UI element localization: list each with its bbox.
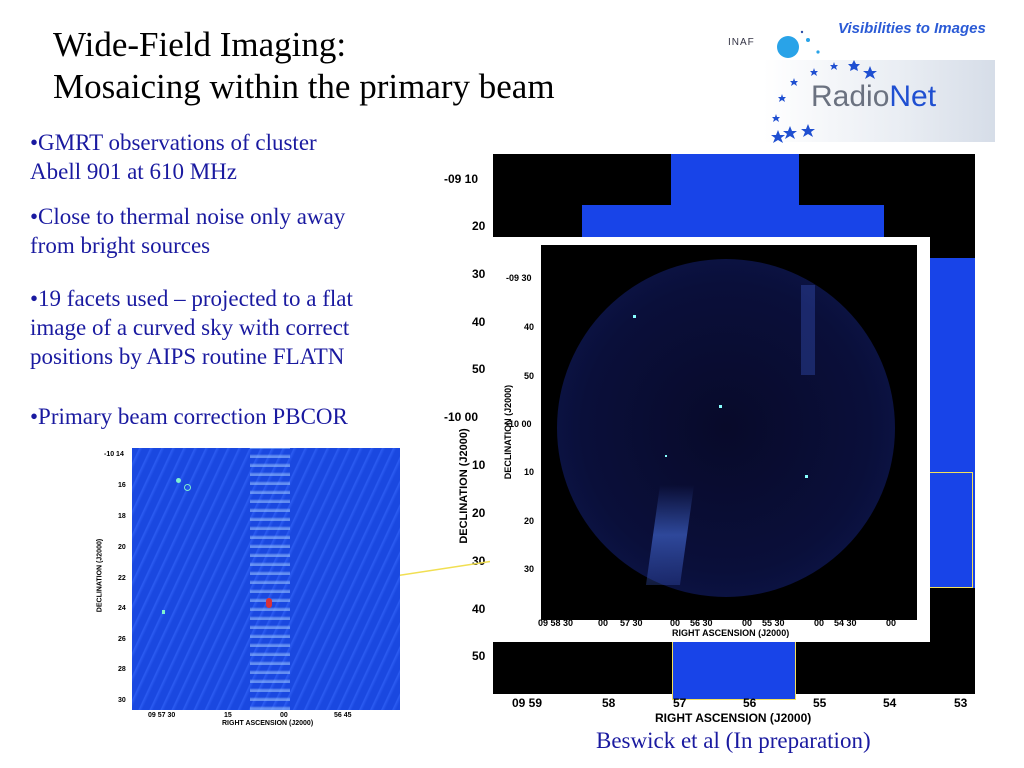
field-map-frame bbox=[541, 245, 917, 620]
field-map-ytick: 20 bbox=[524, 516, 535, 526]
bullet-4: •Primary beam correction PBCOR bbox=[30, 402, 348, 431]
large-map-ytick: 50 bbox=[472, 649, 486, 663]
field-map-xtick: 55 30 bbox=[762, 618, 785, 628]
zoom-map-frame bbox=[132, 448, 400, 710]
title-line-1: Wide-Field Imaging: bbox=[53, 25, 347, 64]
radionet-wordmark-b: Net bbox=[889, 80, 937, 113]
field-map-source bbox=[805, 475, 808, 478]
large-map-ytick: 20 bbox=[472, 219, 486, 233]
radionet-wordmark: RadioNet bbox=[811, 80, 936, 114]
large-map-upper-band bbox=[582, 205, 884, 241]
large-map-xtick: 54 bbox=[883, 696, 897, 710]
field-map-xtick: 54 30 bbox=[834, 618, 857, 628]
zoom-map-ytick: 18 bbox=[118, 513, 126, 520]
field-map-stripe bbox=[801, 285, 815, 375]
bullet-3-line-3: positions by AIPS routine FLATN bbox=[30, 344, 345, 369]
inaf-logo-text: INAF bbox=[728, 37, 755, 48]
zoom-map-source bbox=[162, 610, 165, 614]
field-map-xlabel: RIGHT ASCENSION (J2000) bbox=[672, 628, 790, 638]
slide-title: Wide-Field Imaging: Mosaicing within the… bbox=[53, 24, 555, 108]
zoom-map-source bbox=[184, 484, 191, 491]
bullet-2-line-2: from bright sources bbox=[30, 233, 211, 258]
large-map-ytick: 20 bbox=[472, 506, 486, 520]
field-map-xtick: 57 30 bbox=[620, 618, 643, 628]
field-map-xtick: 09 58 30 bbox=[538, 618, 574, 628]
zoom-map-source bbox=[176, 478, 181, 483]
field-map-ytick: 30 bbox=[524, 564, 535, 574]
large-map-top-facet bbox=[671, 154, 799, 208]
field-map-disc bbox=[557, 259, 895, 597]
large-map-xtick: 53 bbox=[954, 696, 968, 710]
large-map-xtick: 56 bbox=[743, 696, 757, 710]
zoom-map-jet bbox=[250, 448, 290, 710]
field-map-source bbox=[719, 405, 722, 408]
bullet-3-line-2: image of a curved sky with correct bbox=[30, 315, 350, 340]
zoom-map-ytick: 28 bbox=[118, 666, 126, 673]
zoom-map-xlabel: RIGHT ASCENSION (J2000) bbox=[222, 720, 314, 727]
large-map-ytick: 30 bbox=[472, 267, 486, 281]
logo-area: Visibilities to Images INAF RadioNet bbox=[728, 8, 996, 143]
zoom-map-ytick: 22 bbox=[118, 575, 126, 582]
zoom-map-ytick: 16 bbox=[118, 482, 126, 489]
zoom-map-xtick: 09 57 30 bbox=[148, 712, 176, 719]
tagline-text: Visibilities to Images bbox=[838, 20, 986, 37]
stars-arc-icon bbox=[771, 60, 877, 143]
large-map-ytick: -10 00 bbox=[444, 410, 479, 424]
zoom-map-xtick: 56 45 bbox=[334, 712, 352, 719]
zoom-map-source bbox=[266, 598, 272, 608]
field-map-source bbox=[665, 455, 667, 457]
zoom-map-ytick: 30 bbox=[118, 697, 126, 704]
zoom-map-ytick: 24 bbox=[118, 605, 126, 612]
field-map-figure: DECLINATION (J2000) RIGHT ASCENSION (J20… bbox=[490, 237, 930, 642]
radionet-logo: RadioNet bbox=[763, 60, 995, 142]
zoom-map-figure: DECLINATION (J2000) RIGHT ASCENSION (J20… bbox=[94, 444, 404, 734]
large-map-ytick: 40 bbox=[472, 315, 486, 329]
bullet-4-line-1: •Primary beam correction PBCOR bbox=[30, 404, 348, 429]
field-map-ylabel: DECLINATION (J2000) bbox=[503, 384, 513, 480]
bullet-1-line-1: •GMRT observations of cluster bbox=[30, 130, 317, 155]
large-map-ytick: 50 bbox=[472, 362, 486, 376]
large-map-ytick: -09 10 bbox=[444, 172, 479, 186]
large-map-xlabel: RIGHT ASCENSION (J2000) bbox=[655, 711, 812, 725]
bullet-3: •19 facets used – projected to a flat im… bbox=[30, 284, 353, 371]
field-map-ytick: 10 bbox=[524, 467, 535, 477]
field-map-ytick: -10 00 bbox=[506, 419, 532, 429]
field-map-ytick: -09 30 bbox=[506, 273, 532, 283]
field-map-xtick: 00 bbox=[814, 618, 825, 628]
zoom-map-xtick: 15 bbox=[224, 712, 232, 719]
large-map-ytick: 40 bbox=[472, 602, 486, 616]
large-map-xtick: 09 59 bbox=[512, 696, 543, 710]
field-map-ytick: 40 bbox=[524, 322, 535, 332]
field-map-xtick: 00 bbox=[670, 618, 681, 628]
field-map-ytick: 50 bbox=[524, 371, 535, 381]
field-map-xtick: 00 bbox=[598, 618, 609, 628]
large-map-ytick: 10 bbox=[472, 458, 486, 472]
field-map-xtick: 56 30 bbox=[690, 618, 713, 628]
bullet-1: •GMRT observations of cluster Abell 901 … bbox=[30, 128, 317, 186]
inaf-globe-icon bbox=[777, 30, 820, 58]
bullet-2: •Close to thermal noise only away from b… bbox=[30, 202, 345, 260]
bullet-1-line-2: Abell 901 at 610 MHz bbox=[30, 159, 237, 184]
zoom-map-ytick: 26 bbox=[118, 636, 126, 643]
title-line-2: Mosaicing within the primary beam bbox=[53, 67, 555, 106]
bullet-2-line-1: •Close to thermal noise only away bbox=[30, 204, 346, 229]
zoom-map-ytick: 20 bbox=[118, 544, 126, 551]
field-map-xtick: 00 bbox=[742, 618, 753, 628]
field-map-xtick: 00 bbox=[886, 618, 897, 628]
large-map-xtick: 57 bbox=[673, 696, 687, 710]
figure-caption: Beswick et al (In preparation) bbox=[596, 728, 871, 753]
radionet-wordmark-a: Radio bbox=[811, 80, 890, 113]
zoom-map-ylabel: DECLINATION (J2000) bbox=[96, 538, 104, 613]
bullet-3-line-1: •19 facets used – projected to a flat bbox=[30, 286, 353, 311]
field-map-source bbox=[633, 315, 636, 318]
large-map-xtick: 55 bbox=[813, 696, 827, 710]
zoom-map-ytick: -10 14 bbox=[104, 451, 124, 458]
zoom-map-xtick: 00 bbox=[280, 712, 288, 719]
large-map-xtick: 58 bbox=[602, 696, 616, 710]
